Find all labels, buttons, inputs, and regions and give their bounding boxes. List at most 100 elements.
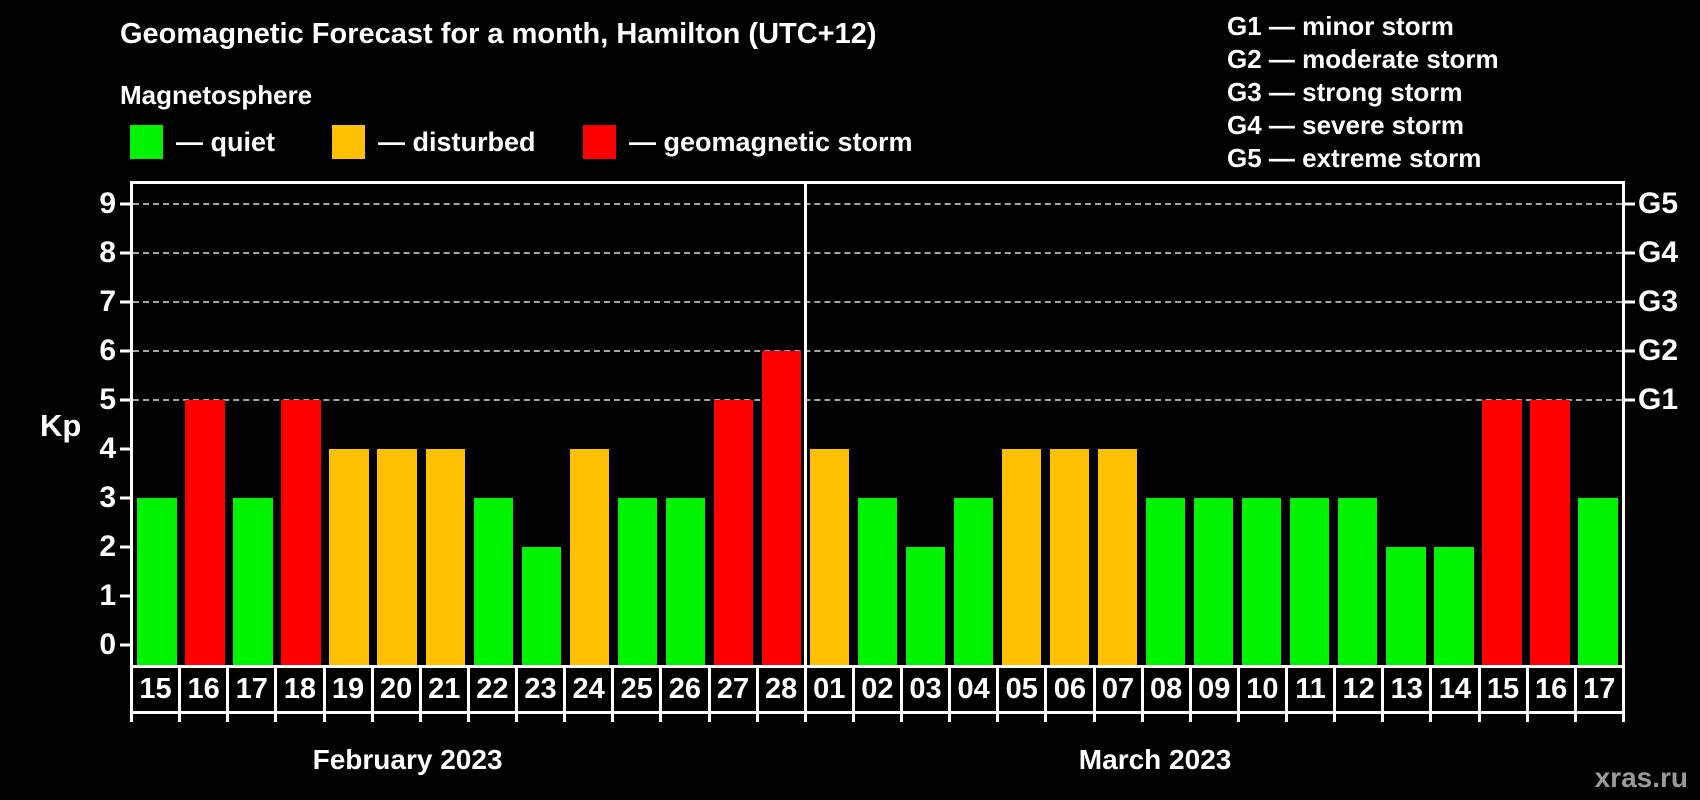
- kp-bar-day-27: [713, 399, 754, 665]
- bar-cell: [1142, 184, 1190, 665]
- day-label: 04: [948, 668, 997, 714]
- kp-bar-day-01: [809, 449, 850, 665]
- kp-bar-day-10: [1242, 498, 1282, 665]
- y-axis-label-8: 8: [99, 235, 116, 269]
- storm-scale-g2: G2 — moderate storm: [1227, 44, 1499, 74]
- day-label: 16: [1525, 668, 1574, 714]
- bar-cell: [1382, 184, 1430, 665]
- day-label: 26: [659, 668, 708, 714]
- day-axis: 15 16 17 18 19 20 21 22 23 24 25 26 27 28 01 02 03 04 05 06…: [130, 668, 1625, 714]
- page-title: Geomagnetic Forecast for a month, Hamilt…: [120, 18, 877, 50]
- kp-bar-day-07: [1097, 449, 1138, 665]
- bar-cell: [1094, 184, 1142, 665]
- y-axis-tick: [120, 643, 131, 647]
- y-axis-tick-right: [1624, 349, 1635, 353]
- day-label: 08: [1140, 668, 1189, 714]
- bar-cell: [1574, 184, 1622, 665]
- kp-bar-day-05: [1001, 449, 1042, 665]
- day-boundary-tick: [1429, 714, 1477, 722]
- kp-bar-day-22: [473, 498, 513, 665]
- y-axis-tick: [120, 447, 131, 451]
- day-boundary-tick: [948, 714, 996, 722]
- kp-bar-day-13: [1386, 547, 1426, 665]
- g-scale-label-G1: G1: [1638, 382, 1679, 416]
- day-boundary-tick: [996, 714, 1044, 722]
- day-label: 28: [755, 668, 804, 714]
- y-axis-label-3: 3: [99, 481, 116, 515]
- storm-scale-g5: G5 — extreme storm: [1227, 143, 1482, 173]
- gridline-kp5: [133, 398, 1622, 401]
- y-axis-label-1: 1: [99, 579, 116, 613]
- day-label: 13: [1381, 668, 1430, 714]
- y-axis-label-6: 6: [99, 333, 116, 367]
- day-label: 16: [178, 668, 227, 714]
- kp-bar-day-19: [329, 449, 369, 665]
- kp-bar-day-21: [425, 449, 465, 665]
- bar-cell: [709, 184, 757, 665]
- y-axis-tick: [120, 496, 131, 500]
- kp-bar-day-02: [857, 498, 898, 665]
- y-axis-tick: [120, 349, 131, 353]
- legend-item-storm: — geomagnetic storm: [583, 124, 913, 160]
- kp-bar-day-12: [1338, 498, 1378, 665]
- day-boundary-tick: [563, 714, 611, 722]
- y-axis-tick-right: [1624, 300, 1635, 304]
- gridline-kp7: [133, 300, 1622, 303]
- bars-container: [133, 184, 1622, 665]
- bar-cell: [1526, 184, 1574, 665]
- day-boundary-tick: [1333, 714, 1381, 722]
- bar-cell: [277, 184, 325, 665]
- day-boundary-tick: [1573, 714, 1625, 722]
- bar-cell: [133, 184, 181, 665]
- kp-bar-day-23: [521, 547, 561, 665]
- y-axis-label-5: 5: [99, 382, 116, 416]
- y-axis-tick: [120, 300, 131, 304]
- day-boundary-tick: [803, 714, 852, 722]
- g-scale-label-G4: G4: [1638, 235, 1679, 269]
- legend-label-storm: — geomagnetic storm: [629, 126, 913, 157]
- day-label: 01: [803, 668, 852, 714]
- bar-cell: [661, 184, 709, 665]
- y-axis-label-0: 0: [99, 628, 116, 662]
- day-label: 10: [1236, 668, 1285, 714]
- y-axis-label-2: 2: [99, 530, 116, 564]
- bar-cell: [613, 184, 661, 665]
- day-label: 22: [466, 668, 515, 714]
- bar-cell: [1334, 184, 1382, 665]
- day-label: 21: [418, 668, 467, 714]
- day-boundary-tick: [178, 714, 226, 722]
- y-axis-label-7: 7: [99, 284, 116, 318]
- day-boundary-tick: [1188, 714, 1237, 722]
- day-boundary-tick: [1044, 714, 1092, 722]
- kp-bar-day-25: [617, 498, 658, 665]
- bar-cell: [229, 184, 277, 665]
- kp-bar-day-28: [761, 350, 802, 665]
- day-label: 12: [1333, 668, 1382, 714]
- storm-scale-g4: G4 — severe storm: [1227, 110, 1465, 140]
- day-boundary-tick: [274, 714, 322, 722]
- day-boundary-tick: [418, 714, 467, 722]
- y-axis-tick: [120, 545, 131, 549]
- bar-cell: [373, 184, 421, 665]
- storm-scale-g3: G3 — strong storm: [1227, 77, 1463, 107]
- y-axis-tick: [120, 594, 131, 598]
- y-axis-tick: [120, 251, 131, 255]
- gridline-kp6: [133, 349, 1622, 352]
- day-boundary-tick: [1236, 714, 1285, 722]
- day-label: 09: [1188, 668, 1237, 714]
- bar-cell: [1430, 184, 1478, 665]
- watermark: xras.ru: [1594, 762, 1688, 793]
- day-boundary-tick: [1092, 714, 1141, 722]
- quiet-color-swatch: [130, 125, 163, 159]
- day-boundary-tick: [226, 714, 274, 722]
- day-boundary-tick: [515, 714, 563, 722]
- day-label: 20: [370, 668, 419, 714]
- y-axis-tick: [120, 398, 131, 402]
- bar-cell: [902, 184, 950, 665]
- y-axis-tick-right: [1624, 398, 1635, 402]
- bar-cell: [565, 184, 613, 665]
- kp-bar-day-03: [905, 547, 946, 665]
- bar-cell: [1478, 184, 1526, 665]
- day-label: 17: [1573, 668, 1625, 714]
- day-label: 17: [226, 668, 275, 714]
